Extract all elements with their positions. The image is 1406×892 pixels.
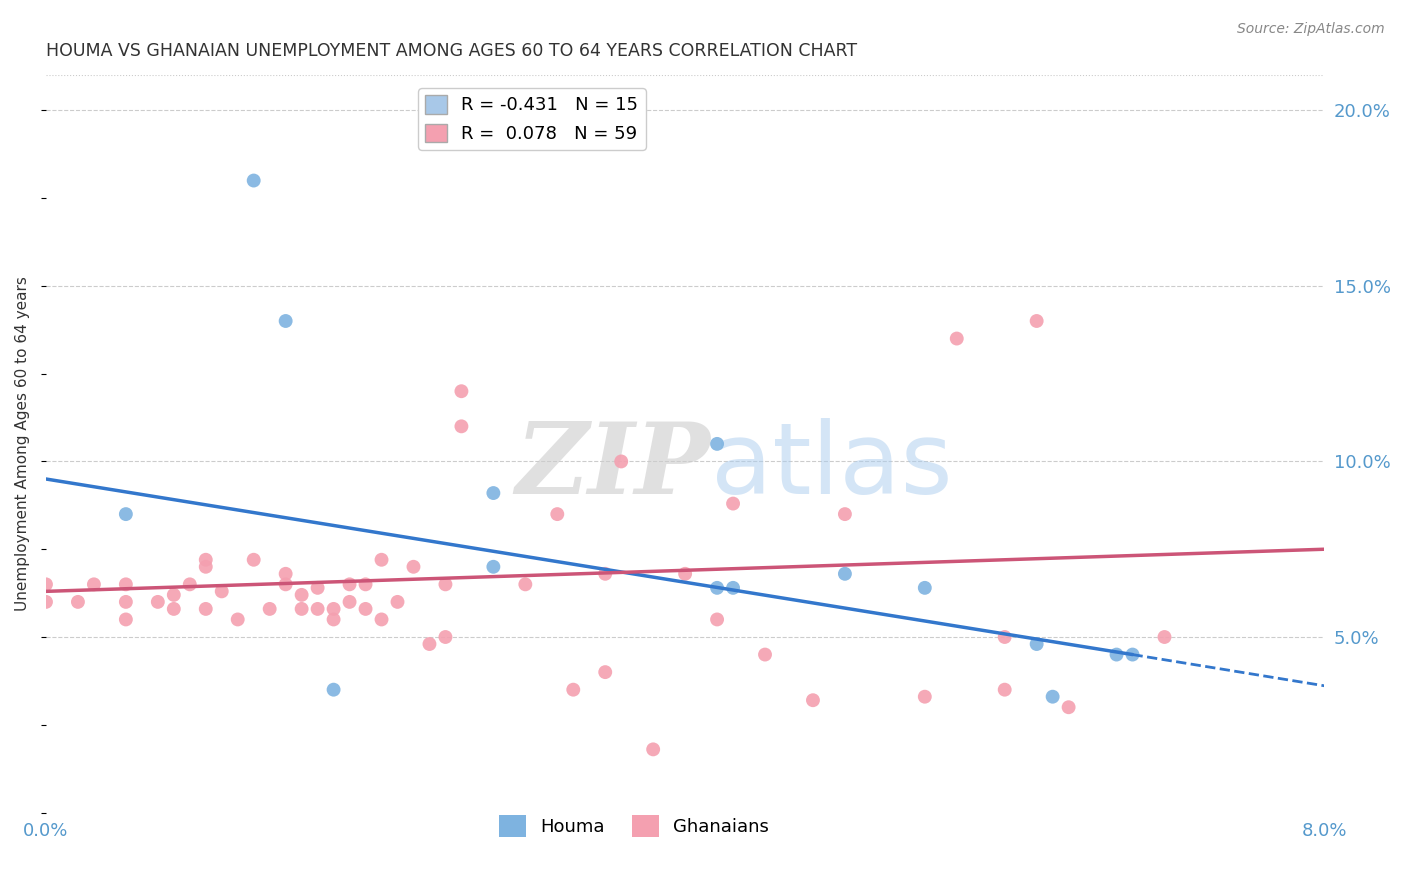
Point	[945, 332, 967, 346]
Point	[482, 559, 505, 574]
Point	[115, 612, 138, 626]
Point	[593, 566, 616, 581]
Text: ZIP: ZIP	[516, 417, 710, 515]
Text: atlas: atlas	[710, 417, 952, 515]
Point	[226, 612, 249, 626]
Point	[163, 588, 186, 602]
Point	[35, 595, 58, 609]
Point	[914, 581, 936, 595]
Point	[242, 173, 264, 187]
Point	[387, 595, 409, 609]
Point	[515, 577, 537, 591]
Point	[643, 742, 665, 756]
Y-axis label: Unemployment Among Ages 60 to 64 years: Unemployment Among Ages 60 to 64 years	[15, 277, 30, 611]
Point	[1025, 637, 1047, 651]
Point	[450, 384, 472, 399]
Point	[194, 553, 217, 567]
Point	[354, 577, 377, 591]
Point	[370, 612, 392, 626]
Point	[322, 602, 344, 616]
Point	[1121, 648, 1143, 662]
Point	[450, 419, 472, 434]
Point	[610, 454, 633, 468]
Point	[322, 612, 344, 626]
Point	[259, 602, 281, 616]
Point	[1153, 630, 1175, 644]
Point	[418, 637, 440, 651]
Point	[370, 553, 392, 567]
Point	[482, 486, 505, 500]
Point	[402, 559, 425, 574]
Point	[307, 581, 329, 595]
Point	[801, 693, 824, 707]
Point	[721, 497, 744, 511]
Point	[339, 595, 361, 609]
Point	[434, 630, 457, 644]
Point	[115, 577, 138, 591]
Point	[339, 577, 361, 591]
Point	[834, 566, 856, 581]
Text: HOUMA VS GHANAIAN UNEMPLOYMENT AMONG AGES 60 TO 64 YEARS CORRELATION CHART: HOUMA VS GHANAIAN UNEMPLOYMENT AMONG AGE…	[46, 42, 858, 60]
Point	[721, 581, 744, 595]
Point	[834, 507, 856, 521]
Point	[83, 577, 105, 591]
Text: Source: ZipAtlas.com: Source: ZipAtlas.com	[1237, 22, 1385, 37]
Point	[194, 559, 217, 574]
Point	[994, 682, 1017, 697]
Point	[179, 577, 201, 591]
Point	[274, 566, 297, 581]
Point	[1057, 700, 1080, 714]
Legend: Houma, Ghanaians: Houma, Ghanaians	[492, 807, 776, 844]
Point	[914, 690, 936, 704]
Point	[242, 553, 264, 567]
Point	[115, 507, 138, 521]
Point	[35, 577, 58, 591]
Point	[994, 630, 1017, 644]
Point	[354, 602, 377, 616]
Point	[1025, 314, 1047, 328]
Point	[115, 595, 138, 609]
Point	[562, 682, 585, 697]
Point	[434, 577, 457, 591]
Point	[291, 602, 314, 616]
Point	[1105, 648, 1128, 662]
Point	[706, 612, 728, 626]
Point	[593, 665, 616, 679]
Point	[1042, 690, 1064, 704]
Point	[274, 577, 297, 591]
Point	[546, 507, 568, 521]
Point	[274, 314, 297, 328]
Point	[673, 566, 696, 581]
Point	[66, 595, 89, 609]
Point	[322, 682, 344, 697]
Point	[307, 602, 329, 616]
Point	[291, 588, 314, 602]
Point	[194, 602, 217, 616]
Point	[146, 595, 169, 609]
Point	[163, 602, 186, 616]
Point	[754, 648, 776, 662]
Point	[211, 584, 233, 599]
Point	[706, 437, 728, 451]
Point	[706, 581, 728, 595]
